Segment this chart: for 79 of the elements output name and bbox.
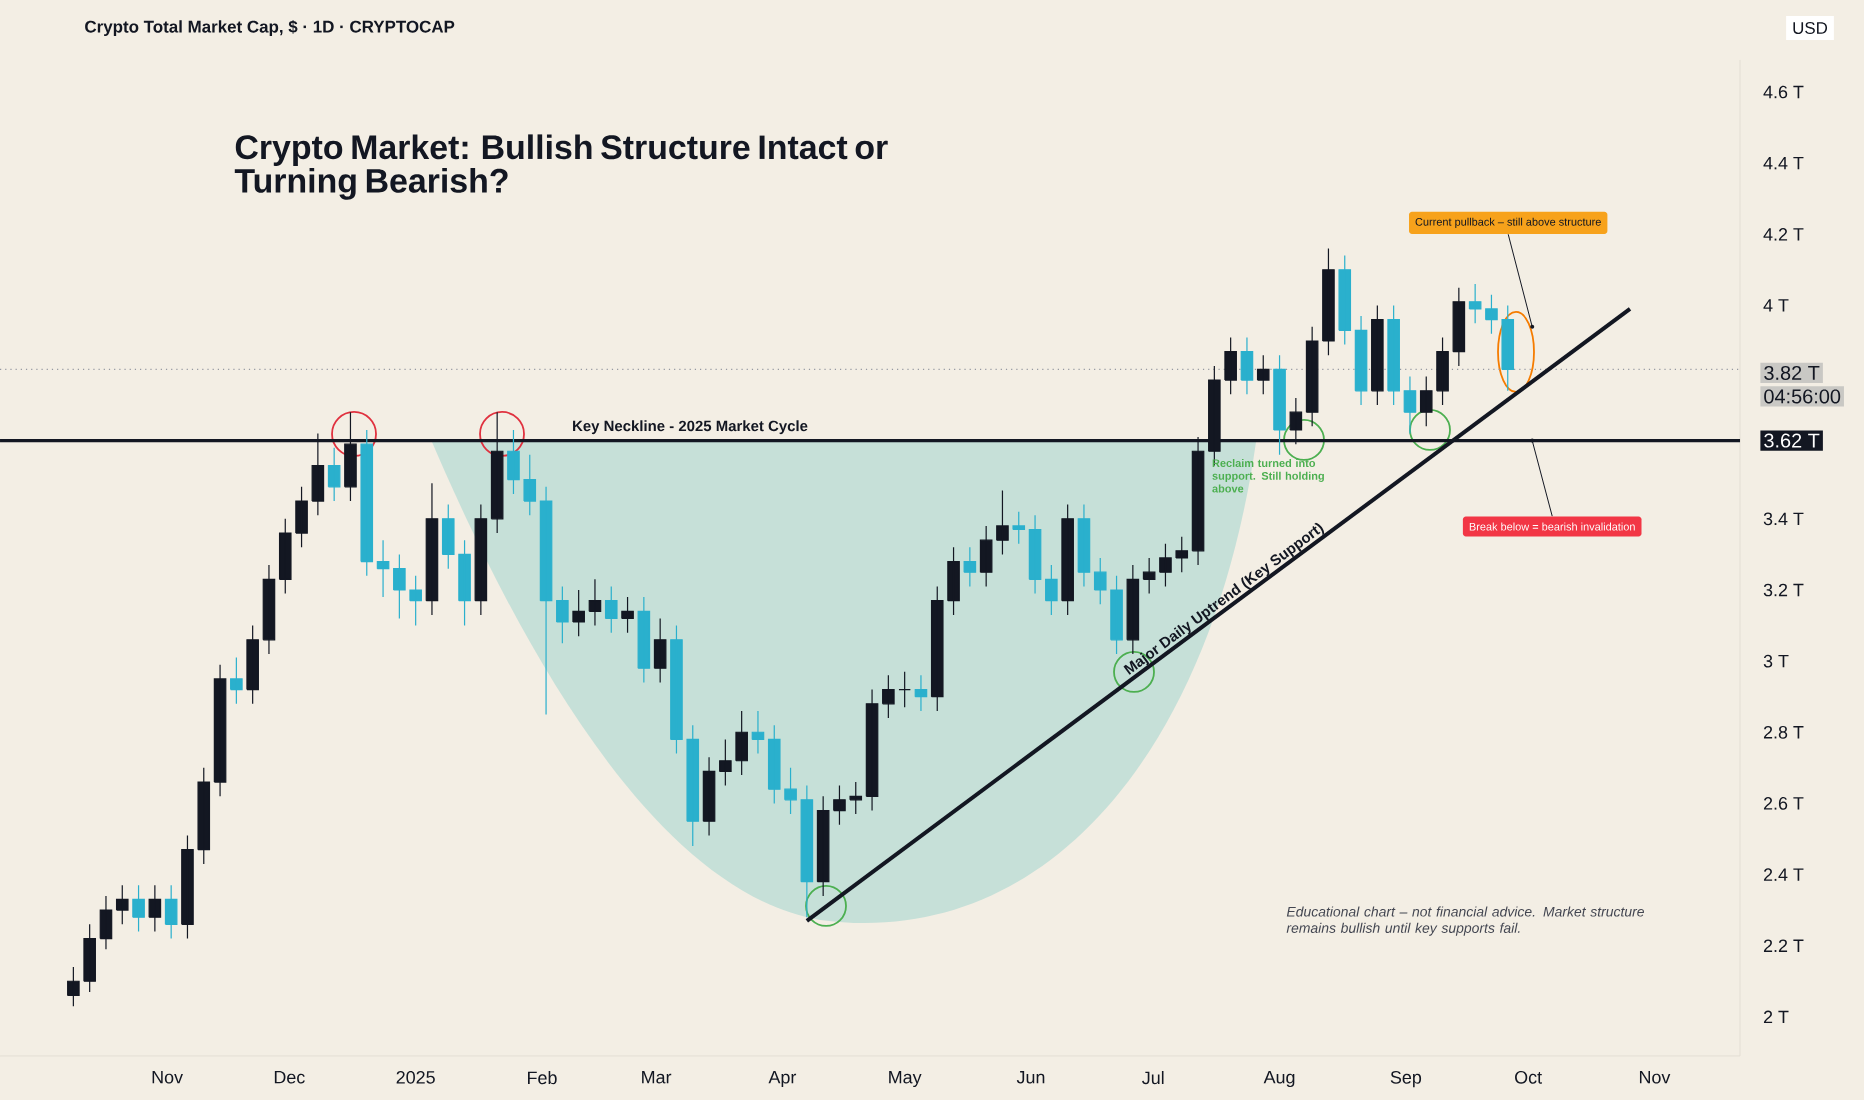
y-tick-label: 2.2 T [1763,939,1804,952]
candlestick [1061,504,1074,616]
x-tick-label: Feb [528,1071,557,1085]
x-tick-label: 2025 [396,1071,435,1084]
candlestick [425,482,439,616]
candlestick [588,578,602,627]
candlestick [230,656,243,705]
candlestick [1387,304,1400,406]
candlestick [702,756,716,837]
candlestick [99,895,113,950]
text: Crypto Market: Bullish Structure Intact or Turning Bearish? [234,134,888,200]
candlestick [882,674,895,719]
x-tick-label: Dec [274,1071,305,1084]
candlestick [979,525,993,588]
candlestick [1371,304,1384,406]
candlestick [67,966,80,1007]
candlestick [327,447,341,502]
candlestick [246,624,259,705]
x-tick-label: Nov [152,1071,183,1084]
x-tick-label: Aug [1263,1071,1295,1088]
candlestick [474,504,488,616]
text: 04:56:00 [1764,389,1841,404]
text: 3.62 T [1764,433,1820,448]
candlestick [360,429,374,577]
candlestick [1240,336,1254,395]
ref-line-label: 3.82 T [1764,365,1820,380]
candlestick [963,546,977,588]
candlestick [1012,511,1026,545]
candlestick [1256,354,1270,395]
y-tick-label: 2 T [1763,1010,1789,1024]
candlestick [1273,354,1286,456]
y-tick-label: 2.8 T [1763,725,1804,739]
y-tick-label: 2.4 T [1763,868,1804,881]
candlestick [653,617,667,684]
candlestick [262,564,276,655]
candlestick [148,884,162,933]
x-tick-label: Oct [1515,1071,1542,1084]
y-tick-label: 4.2 T [1763,228,1804,241]
candlestick [621,596,634,634]
y-tick-label: 4 T [1763,299,1789,312]
candlestick [914,674,928,712]
x-tick-label: Jul [1142,1071,1164,1085]
y-tick-label: 4.6 T [1763,85,1804,99]
x-tick-label: Sep [1390,1071,1422,1088]
candlestick [115,884,129,925]
x-tick-label: Apr [768,1071,797,1088]
x-tick-label: Mar [642,1071,672,1084]
candlestick [376,539,390,598]
candlestick [1045,564,1058,616]
candlestick [1354,315,1368,406]
x-tick-label: Jun [1016,1071,1045,1084]
candlestick [751,710,765,755]
candlestick [132,884,145,933]
candlestick [572,589,585,637]
candlestick [996,489,1009,556]
text: USD [1793,22,1828,34]
y-tick-label: 3.4 T [1763,512,1804,526]
candlestick [1028,514,1042,595]
candlestick [604,585,618,634]
candlestick [865,688,879,812]
candlestick [1338,255,1352,346]
y-tick-label: 3.2 T [1763,583,1804,597]
y-tick-label: 4.4 T [1763,156,1804,170]
candlestick [213,664,227,797]
x-tick-label: May [889,1071,922,1088]
candlestick [164,884,178,940]
x-tick-label: Nov [1639,1071,1671,1084]
candlestick [1077,504,1091,588]
candlestick [898,671,911,708]
y-tick-label: 3 T [1763,654,1789,668]
candlestick [637,596,651,684]
candlestick [1403,375,1417,435]
candlestick [83,923,96,993]
candlestick [800,785,814,918]
candlestick [539,486,553,716]
candlestick [1142,557,1156,595]
candlestick [556,585,569,644]
y-tick-label: 2.6 T [1763,797,1804,810]
chart-subtitle: Crypto Total Market Cap, $ · 1D · CRYPTOCAP [85,19,455,37]
